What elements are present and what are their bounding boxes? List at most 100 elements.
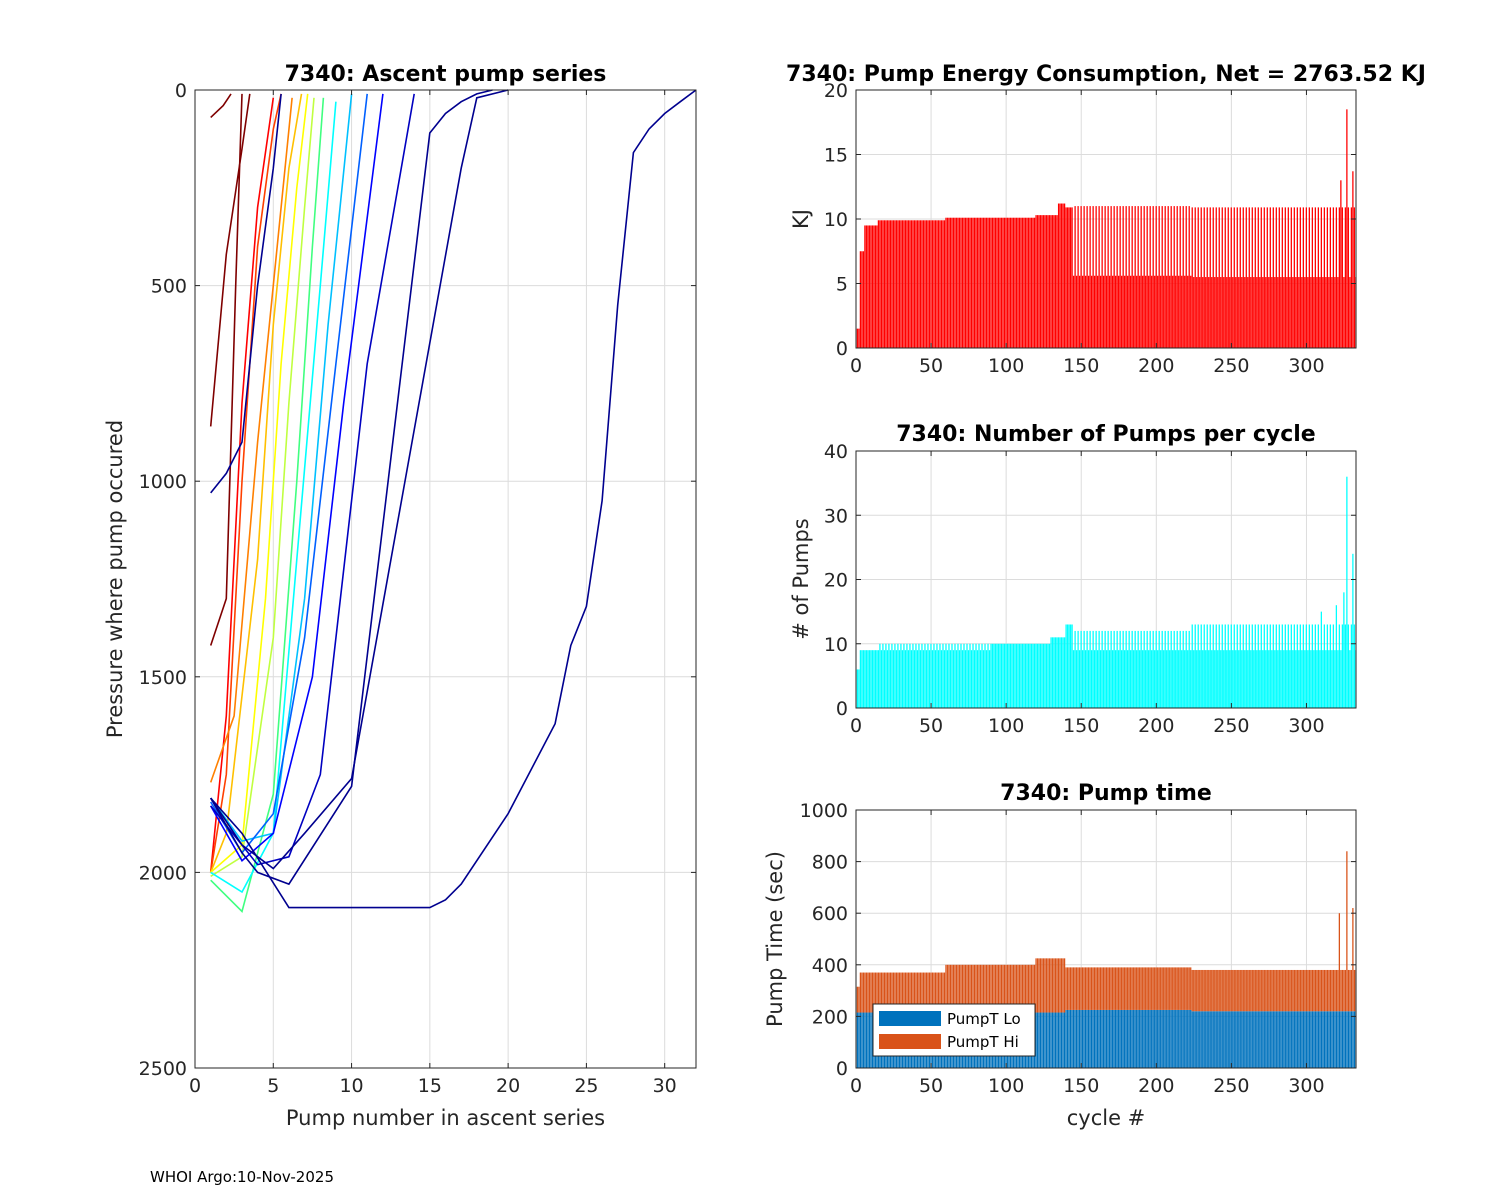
bar (894, 643, 896, 708)
y-tick-label: 0 (836, 698, 848, 720)
bar-pumpt-hi (1254, 969, 1256, 1012)
bar (1178, 275, 1180, 348)
bar (1029, 643, 1031, 708)
bar-pumpt-hi (1271, 969, 1273, 1012)
bar-pumpt-hi (888, 972, 890, 1013)
bar-pumpt-hi (940, 972, 943, 1013)
bar (1331, 277, 1333, 348)
bar-pumpt-hi (993, 964, 995, 1013)
bar-pumpt-lo (1226, 1011, 1228, 1068)
bar-pumpt-hi (886, 972, 889, 1013)
bar-pumpt-hi (1110, 967, 1112, 1010)
bar (1311, 624, 1313, 708)
bar (1344, 207, 1347, 348)
bar (1244, 650, 1246, 708)
bar-pumpt-lo (1199, 1011, 1201, 1068)
bar-pumpt-lo (1320, 1011, 1322, 1068)
bar-pumpt-hi (1071, 967, 1073, 1010)
x-tick-label: 250 (1213, 715, 1249, 737)
bar (981, 643, 983, 708)
bar-pumpt-hi (1164, 967, 1166, 1010)
bar-pumpt-lo (1157, 1009, 1159, 1068)
y-tick-label: 15 (824, 145, 848, 167)
bar-pumpt-hi (919, 972, 922, 1013)
y-tick-label: 2500 (139, 1058, 187, 1080)
bar-pumpt-hi (948, 964, 950, 1013)
bar-pumpt-hi (952, 964, 955, 1013)
bar-pumpt-lo (1154, 1009, 1156, 1068)
bar (1301, 277, 1303, 348)
bar (1310, 277, 1312, 348)
bar (942, 643, 944, 708)
bar-pumpt-lo (1164, 1009, 1166, 1068)
bar (1289, 650, 1291, 708)
bar (904, 650, 907, 708)
bar-pumpt-lo (1277, 1011, 1279, 1068)
bar (999, 217, 1001, 348)
bar (1184, 275, 1186, 348)
bar-pumpt-lo (1313, 1011, 1315, 1068)
bar (1017, 217, 1019, 348)
bar-pumpt-lo (1146, 1009, 1148, 1068)
bar (966, 217, 968, 348)
bar (922, 220, 925, 348)
bar (1006, 643, 1009, 708)
bar (906, 643, 908, 708)
bar (888, 220, 890, 348)
bar (1256, 650, 1258, 708)
bar (1039, 643, 1042, 708)
bar (1317, 207, 1319, 348)
bar-pumpt-lo (1191, 1011, 1193, 1068)
bar-pumpt-hi (1140, 967, 1142, 1010)
bar (907, 650, 910, 708)
bar (1289, 277, 1291, 348)
bar-pumpt-hi (1113, 967, 1115, 1010)
bar (1148, 275, 1150, 348)
x-tick-label: 250 (1213, 1075, 1249, 1097)
bar-pumpt-hi (1244, 969, 1246, 1012)
bar (1218, 207, 1220, 348)
bar-pumpt-hi (1293, 969, 1295, 1012)
bar-pumpt-hi (1035, 958, 1037, 1013)
bar (928, 650, 931, 708)
bar-pumpt-lo (1086, 1009, 1088, 1068)
bar-pumpt-hi (1029, 964, 1031, 1013)
bar-pumpt-hi (1209, 969, 1211, 1012)
bar (1202, 650, 1204, 708)
y-tick-label: 800 (812, 852, 848, 874)
bar-pumpt-lo (1221, 1011, 1223, 1068)
bar-pumpt-lo (1173, 1009, 1175, 1068)
bar-pumpt-lo (1259, 1011, 1261, 1068)
bar (1260, 207, 1262, 348)
ascent-ylabel: Pressure where pump occured (103, 420, 127, 738)
pumptime-xlabel: cycle # (1067, 1106, 1146, 1130)
bar (1295, 277, 1297, 348)
bar (1057, 203, 1060, 348)
bar-pumpt-hi (1072, 967, 1075, 1010)
bar-pumpt-lo (1332, 1011, 1335, 1068)
x-tick-label: 50 (919, 1075, 943, 1097)
npumps-title: 7340: Number of Pumps per cycle (896, 422, 1315, 447)
bar-pumpt-lo (1338, 1011, 1341, 1068)
bar (988, 650, 991, 708)
bar-pumpt-hi (1063, 958, 1066, 1013)
bar (1103, 275, 1105, 348)
bar-pumpt-lo (1098, 1009, 1100, 1068)
bar (1103, 650, 1105, 708)
bar (1206, 207, 1208, 348)
bar (1023, 643, 1025, 708)
bar-pumpt-hi (967, 964, 970, 1013)
bar (1021, 217, 1024, 348)
bar (1278, 624, 1280, 708)
bar (1185, 206, 1187, 348)
bar (1196, 650, 1198, 708)
bar (892, 650, 895, 708)
bar (949, 217, 952, 348)
bar (904, 220, 907, 348)
bar-pumpt-hi (1218, 969, 1220, 1012)
bar-pumpt-lo (1063, 1012, 1066, 1068)
bar (1106, 650, 1108, 708)
bar-pumpt-hi (1127, 967, 1129, 1010)
bar-pumpt-lo (1160, 1009, 1162, 1068)
bar (930, 643, 932, 708)
